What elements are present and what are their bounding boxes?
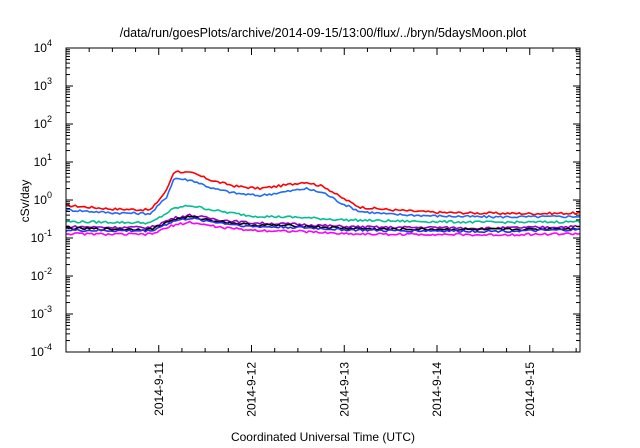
y-tick-label: 10-4	[31, 342, 52, 359]
y-tick-exponent: 1	[47, 152, 52, 162]
y-tick-label: 104	[34, 38, 52, 55]
plot-frame	[65, 47, 581, 353]
y-tick-label: 10-1	[31, 228, 52, 245]
y-tick-base: 10	[34, 117, 48, 131]
y-tick-exponent: -2	[44, 266, 52, 276]
y-tick-label: 10-2	[31, 266, 52, 283]
series-line-7	[65, 220, 581, 237]
y-tick-label: 10-3	[31, 304, 52, 321]
series-line-3	[65, 204, 581, 225]
y-tick-exponent: 3	[47, 76, 52, 86]
series-line-6	[65, 217, 581, 234]
y-tick-base: 10	[31, 269, 45, 283]
plot-area	[65, 170, 581, 237]
series-line-5	[65, 215, 581, 232]
y-tick-exponent: 0	[47, 190, 52, 200]
y-tick-exponent: -1	[44, 228, 52, 238]
x-tick-label: 2014-9-13	[337, 362, 351, 417]
y-tick-label: 100	[34, 190, 52, 207]
y-axis-label: cSv/day	[18, 180, 32, 223]
y-tick-base: 10	[34, 41, 48, 55]
y-tick-base: 10	[31, 231, 45, 245]
x-tick-label: 2014-9-11	[152, 362, 166, 416]
y-tick-exponent: -4	[44, 342, 52, 352]
y-tick-base: 10	[34, 79, 48, 93]
y-tick-base: 10	[31, 307, 45, 321]
y-tick-label: 101	[34, 152, 52, 169]
y-tick-base: 10	[31, 345, 45, 359]
y-tick-base: 10	[34, 193, 48, 207]
y-tick-label: 103	[34, 76, 52, 93]
x-axis-label: Coordinated Universal Time (UTC)	[231, 430, 415, 444]
chart-title: /data/run/goesPlots/archive/2014-09-15/1…	[120, 26, 527, 40]
axes: 10-410-310-210-11001011021031042014-9-11…	[31, 38, 581, 417]
x-tick-label: 2014-9-14	[430, 362, 444, 417]
y-tick-label: 102	[34, 114, 52, 131]
y-tick-base: 10	[34, 155, 48, 169]
series-line-1	[65, 170, 581, 216]
y-tick-exponent: -3	[44, 304, 52, 314]
series-line-2	[65, 177, 581, 219]
y-tick-exponent: 4	[47, 38, 52, 48]
x-tick-label: 2014-9-15	[523, 362, 537, 417]
y-tick-exponent: 2	[47, 114, 52, 124]
x-tick-label: 2014-9-12	[245, 362, 259, 417]
